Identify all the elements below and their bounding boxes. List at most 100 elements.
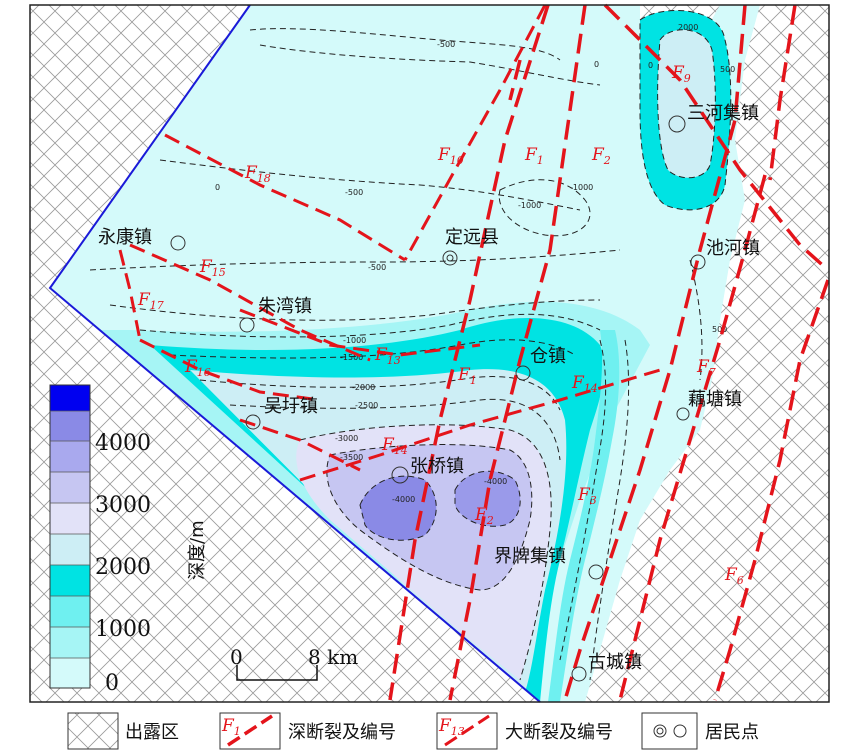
- deep-fault-sample-label: F1: [221, 716, 241, 738]
- fault-line-F2: [448, 4, 587, 701]
- fault-label-F2: F2: [591, 145, 611, 167]
- contour-label: -1000: [570, 183, 593, 192]
- town-jiepaiji: 界牌集镇: [494, 546, 604, 580]
- town-label: 三河集镇: [687, 103, 759, 124]
- town-label: 吴圩镇: [264, 396, 318, 417]
- town-label: 藕塘镇: [688, 389, 742, 410]
- contour-label: -3000: [335, 434, 358, 443]
- fault-label-F2-south: F2: [474, 505, 494, 527]
- fault-labels: F1 F2 F3 F6 F7 F9 F10 F13 F14 F14 F15 F1…: [137, 63, 744, 587]
- contour-label: 500: [720, 65, 735, 74]
- colorbar-dividers: [50, 410, 90, 659]
- fault-label-F13: F13: [374, 345, 401, 367]
- fault-label-F14-left: F14: [381, 435, 408, 457]
- settlement-symbol-single: [673, 724, 687, 738]
- town-zhangqiao: 张桥镇: [391, 456, 464, 484]
- major-fault-symbol: [444, 714, 490, 747]
- scale-label-zero: 0: [230, 645, 243, 669]
- town-wuwei: 吴圩镇: [245, 396, 318, 430]
- fault-line-F9: [603, 3, 830, 272]
- scale-label-end: 8 km: [308, 645, 358, 669]
- contour-line: [109, 299, 601, 321]
- settlement-symbol-double: [653, 724, 667, 738]
- f3-strip: [548, 330, 620, 702]
- settlement-marker: [676, 407, 690, 421]
- contour-line: [498, 179, 591, 237]
- contour-label: -4000: [392, 495, 415, 504]
- settlement-marker: [588, 564, 604, 580]
- town-chihe: 池河镇: [690, 238, 760, 270]
- settlement-marker: [690, 254, 706, 270]
- colorbar-swatch: [50, 411, 90, 441]
- legend-label: 大断裂及编号: [505, 722, 613, 743]
- colorbar-border: [49, 384, 91, 689]
- legend-deep-fault: F1 深断裂及编号: [219, 712, 396, 750]
- contour-label: 0: [215, 183, 220, 192]
- town-label: 界牌集镇: [494, 546, 566, 567]
- legend-label: 深断裂及编号: [288, 722, 396, 743]
- town-dingyuan: 定远县: [442, 227, 499, 266]
- contour-line: [589, 339, 630, 681]
- contour-label: -4000: [484, 477, 507, 486]
- fault-line-F13: [239, 308, 481, 357]
- contour-line: [259, 44, 601, 86]
- settlement-marker: [391, 466, 409, 484]
- contour-label: -500: [437, 40, 455, 49]
- town-cang: 仓镇: [515, 346, 566, 381]
- scale-bar: 0 8 km: [230, 645, 358, 681]
- fault-line-F18: [164, 133, 406, 262]
- contour-label: 0: [648, 61, 653, 70]
- settlement-marker: [515, 365, 531, 381]
- legend-major-fault: F13 大断裂及编号: [436, 712, 613, 750]
- map-frame: [29, 4, 830, 703]
- fault-line-F-extra2: [508, 59, 522, 101]
- contour-line: [199, 376, 561, 411]
- colorbar-swatch: [50, 627, 90, 658]
- colorbar: 4000 3000 2000 1000 0 深度/m: [49, 384, 208, 696]
- contour-line: [559, 339, 607, 661]
- contour-labels: -500 0 -500 0 500 -1000 -1000 -500 -1000…: [215, 23, 735, 504]
- contour-label: 500: [712, 325, 727, 334]
- deep-fault-symbol: [227, 714, 273, 747]
- fault-line-F1: [388, 4, 550, 701]
- town-zhuwan: 朱湾镇: [239, 296, 312, 333]
- contour-line: [229, 398, 561, 461]
- contour-label: -3500: [340, 453, 363, 462]
- fault-label-F3: F3: [577, 485, 597, 507]
- contour-label: -2500: [355, 401, 378, 410]
- contour-label: 0: [594, 60, 599, 69]
- fault-line-F-extra: [768, 4, 797, 181]
- fault-line-F14: [299, 368, 661, 482]
- contour-line: [89, 249, 621, 271]
- colorbar-tick-label: 4000: [95, 431, 151, 456]
- fault-label-F10: F10: [437, 145, 464, 167]
- colorbar-swatch: [50, 596, 90, 627]
- town-gucheng: 古城镇: [571, 652, 642, 682]
- fault-label-F1: F1: [524, 145, 544, 167]
- fault-line-F3: [563, 4, 747, 701]
- fault-label-F18: F18: [244, 163, 271, 185]
- town-label: 朱湾镇: [258, 296, 312, 317]
- fault-label-F14-right: F14: [571, 373, 598, 395]
- fault-line-F6: [713, 279, 830, 701]
- town-sanheji: 三河集镇: [668, 103, 759, 133]
- contour-line: [139, 313, 601, 338]
- contour-label: -1000: [518, 201, 541, 210]
- fault-label-F1-south: F1: [457, 365, 477, 387]
- colorbar-tick-label: 0: [105, 671, 119, 696]
- fault-line-F7: [618, 174, 767, 701]
- fault-label-F9: F9: [671, 63, 691, 85]
- contour-label: -1000: [343, 336, 366, 345]
- contour-label: -1500: [340, 353, 363, 362]
- fault-line-F17: [118, 249, 142, 341]
- basin-boundary: [48, 4, 541, 703]
- legend-outcrop: 出露区: [67, 712, 179, 750]
- colorbar-swatch: [50, 658, 90, 688]
- contour-label: -500: [368, 263, 386, 272]
- settlement-marker: [442, 250, 458, 266]
- settlement-marker: [245, 414, 261, 430]
- colorbar-title: 深度/m: [187, 520, 208, 580]
- fault-line-F10: [403, 4, 547, 261]
- colorbar-swatch: [50, 534, 90, 565]
